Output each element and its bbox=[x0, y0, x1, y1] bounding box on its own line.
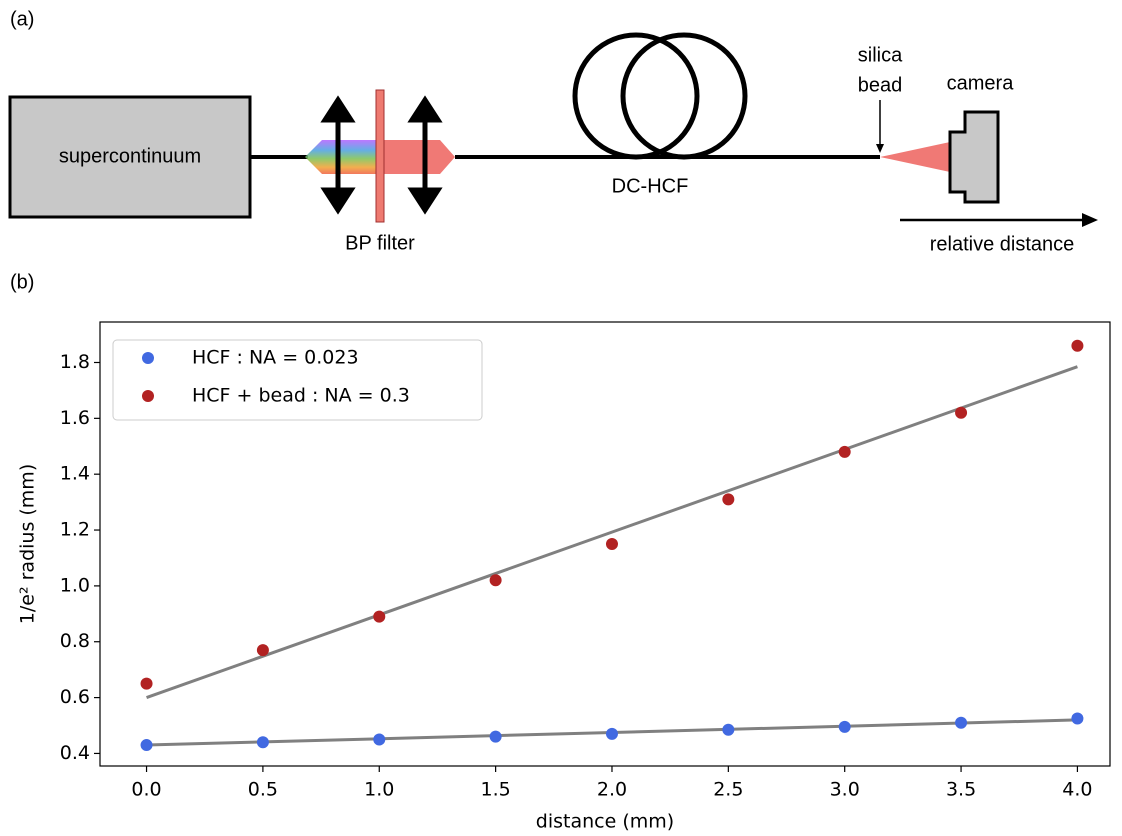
y-tick-label: 0.4 bbox=[60, 742, 90, 764]
fit-line bbox=[146, 365, 1078, 699]
data-point bbox=[140, 677, 153, 690]
plot-frame bbox=[99, 321, 1111, 767]
data-point bbox=[140, 739, 153, 752]
data-point bbox=[256, 644, 269, 657]
data-point bbox=[373, 610, 386, 623]
setup-diagram: (a) supercontinuum BP filter DC-HCF sili… bbox=[8, 8, 1098, 293]
panel-label: (a) bbox=[10, 8, 34, 30]
y-tick-label: 0.6 bbox=[60, 686, 90, 708]
y-tick-label: 1.8 bbox=[60, 351, 90, 373]
data-point bbox=[489, 574, 502, 587]
x-tick-label: 1.0 bbox=[364, 779, 394, 801]
y-tick-label: 1.2 bbox=[60, 519, 90, 541]
x-tick-label: 2.0 bbox=[597, 779, 627, 801]
beam bbox=[384, 140, 455, 174]
x-tick-label: 1.5 bbox=[481, 779, 511, 801]
x-tick-label: 3.5 bbox=[946, 779, 976, 801]
bead-label: silica bbox=[858, 44, 903, 66]
x-tick-label: 0.0 bbox=[131, 779, 161, 801]
x-tick-label: 2.5 bbox=[713, 779, 743, 801]
y-tick-label: 1.4 bbox=[60, 463, 90, 485]
legend-label: HCF : NA = 0.023 bbox=[192, 347, 359, 369]
data-point bbox=[373, 733, 386, 746]
data-point bbox=[838, 720, 851, 733]
data-point bbox=[722, 493, 735, 506]
x-axis-label: distance (mm) bbox=[536, 811, 674, 833]
source-box bbox=[8, 95, 252, 219]
beam bbox=[305, 140, 378, 174]
source-label: supercontinuum bbox=[59, 145, 201, 167]
fiber-coil bbox=[620, 32, 748, 160]
y-tick-label: 1.0 bbox=[60, 574, 90, 596]
fiber-label: DC-HCF bbox=[612, 175, 689, 197]
filter bbox=[375, 89, 385, 223]
bead-label: bead bbox=[858, 74, 903, 96]
data-point bbox=[605, 727, 618, 740]
y-tick-label: 1.6 bbox=[60, 407, 90, 429]
fiber-coil bbox=[572, 32, 700, 160]
filter-label: BP filter bbox=[345, 232, 415, 254]
legend-marker bbox=[142, 352, 154, 364]
y-axis-label: 1/e² radius (mm) bbox=[17, 464, 39, 624]
camera-label: camera bbox=[947, 72, 1015, 94]
legend-label: HCF + bead : NA = 0.3 bbox=[192, 385, 410, 407]
legend-marker bbox=[142, 390, 154, 402]
x-tick-label: 0.5 bbox=[248, 779, 278, 801]
data-point bbox=[955, 406, 968, 419]
lenses bbox=[320, 95, 443, 215]
data-point bbox=[1071, 712, 1084, 725]
distance-arrow bbox=[1082, 213, 1098, 227]
data-point bbox=[489, 730, 502, 743]
data-point bbox=[605, 538, 618, 550]
y-tick-label: 0.8 bbox=[60, 630, 90, 652]
beam bbox=[880, 142, 950, 172]
distance-label: relative distance bbox=[930, 233, 1075, 255]
data-point bbox=[955, 716, 968, 729]
data-point bbox=[722, 723, 735, 736]
x-tick-label: 3.0 bbox=[830, 779, 860, 801]
data-point bbox=[256, 736, 269, 749]
data-point bbox=[838, 445, 851, 458]
data-point bbox=[1071, 339, 1084, 352]
camera bbox=[948, 110, 1000, 204]
legend-box bbox=[112, 339, 483, 421]
panel-label: (b) bbox=[10, 271, 34, 293]
pointer bbox=[876, 144, 884, 153]
x-tick-label: 4.0 bbox=[1062, 779, 1092, 801]
